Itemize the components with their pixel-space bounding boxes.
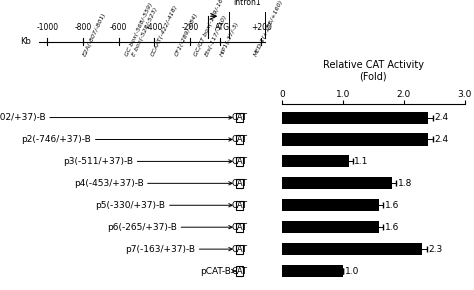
Bar (282, 243, 422, 255)
Text: -200: -200 (182, 23, 199, 32)
Text: 1.0: 1.0 (345, 267, 359, 275)
FancyBboxPatch shape (236, 157, 243, 166)
Text: pCAT-B: pCAT-B (200, 267, 231, 275)
Text: Intron1: Intron1 (233, 0, 261, 7)
Text: Ets(-117/-110): Ets(-117/-110) (205, 14, 228, 57)
Bar (282, 177, 392, 189)
Text: -400: -400 (146, 23, 163, 32)
Text: -800: -800 (74, 23, 91, 32)
FancyBboxPatch shape (236, 267, 243, 276)
Text: ATG: ATG (215, 23, 230, 32)
Bar (282, 199, 379, 211)
Bar (282, 112, 428, 124)
Text: 2.4: 2.4 (435, 113, 449, 122)
Title: Relative CAT Activity
(Fold): Relative CAT Activity (Fold) (323, 60, 424, 81)
Text: CAT: CAT (231, 223, 247, 232)
Bar (282, 221, 379, 233)
FancyBboxPatch shape (236, 113, 243, 122)
Text: Kb: Kb (20, 37, 31, 46)
Bar (282, 265, 343, 277)
Text: E box(-528/-523): E box(-528/-523) (132, 7, 159, 57)
Text: CAT: CAT (231, 179, 247, 188)
Text: -1000: -1000 (36, 23, 58, 32)
Text: 2.4: 2.4 (435, 135, 449, 144)
Text: 1.6: 1.6 (385, 201, 399, 210)
Text: p5(-330/+37)-B: p5(-330/+37)-B (95, 201, 165, 210)
Text: CAT: CAT (231, 157, 247, 166)
FancyBboxPatch shape (236, 244, 243, 254)
Text: p1(-1002/+37)-B: p1(-1002/+37)-B (0, 113, 46, 122)
Text: p4(-453/+37)-B: p4(-453/+37)-B (74, 179, 144, 188)
Text: CAT: CAT (231, 267, 247, 275)
Text: MED-1(+155/+160): MED-1(+155/+160) (253, 0, 284, 57)
Text: CCAAT(-422/-418): CCAAT(-422/-418) (150, 4, 179, 57)
Text: E2A(-807/-801): E2A(-807/-801) (82, 12, 107, 57)
Text: 1.1: 1.1 (355, 157, 369, 166)
Text: +200: +200 (251, 23, 272, 32)
Text: 1.8: 1.8 (398, 179, 412, 188)
Text: CAT: CAT (231, 113, 247, 122)
Text: GC box(-568/-559): GC box(-568/-559) (124, 2, 154, 57)
FancyBboxPatch shape (236, 223, 243, 232)
Text: p7(-163/+37)-B: p7(-163/+37)-B (125, 245, 195, 254)
Text: HIP1(-37/-3): HIP1(-37/-3) (219, 20, 240, 57)
Text: CAT: CAT (231, 245, 247, 254)
Text: CAT: CAT (231, 201, 247, 210)
Text: p2(-746/+37)-B: p2(-746/+37)-B (21, 135, 91, 144)
Bar (282, 155, 349, 167)
Text: 1.6: 1.6 (385, 223, 399, 232)
FancyBboxPatch shape (236, 179, 243, 188)
Text: -600: -600 (110, 23, 128, 32)
Text: CF1(-289/-284): CF1(-289/-284) (174, 12, 199, 57)
FancyBboxPatch shape (236, 135, 243, 144)
Text: 2.3: 2.3 (428, 245, 443, 254)
FancyBboxPatch shape (236, 201, 243, 210)
Text: GC/GT box(-179/-165): GC/GT box(-179/-165) (194, 0, 228, 57)
Text: CAT: CAT (231, 135, 247, 144)
Text: p3(-511/+37)-B: p3(-511/+37)-B (63, 157, 133, 166)
Text: p6(-265/+37)-B: p6(-265/+37)-B (107, 223, 177, 232)
Bar (282, 133, 428, 146)
